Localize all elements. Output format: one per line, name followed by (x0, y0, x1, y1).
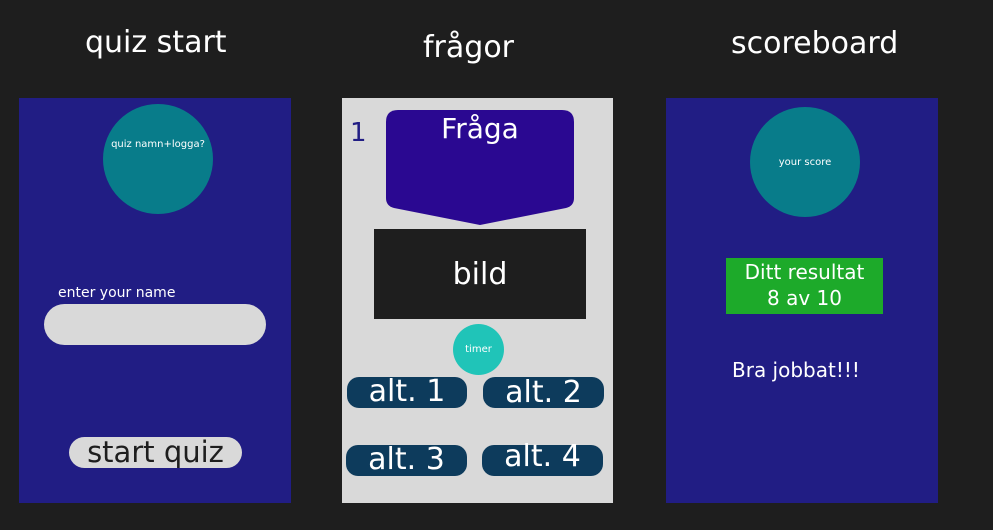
question-text: Fråga (441, 112, 519, 145)
name-input[interactable] (44, 304, 266, 345)
answer-4-button[interactable]: alt. 4 (482, 439, 603, 476)
answer-1-button[interactable]: alt. 1 (347, 377, 467, 408)
start-quiz-button[interactable]: start quiz (69, 437, 242, 468)
result-line-1: Ditt resultat (744, 260, 865, 284)
timer: timer (453, 324, 504, 375)
score-circle: your score (750, 107, 860, 217)
answer-1-label: alt. 1 (368, 374, 446, 409)
scoreboard-heading: scoreboard (731, 26, 899, 61)
questions-frame: 1 Fråga bild timer alt. 1 alt. 2 alt. 3 … (342, 98, 613, 503)
result-line-2: 8 av 10 (767, 286, 842, 310)
logo-text: quiz namn+logga? (111, 138, 205, 150)
answer-3-button[interactable]: alt. 3 (346, 445, 467, 476)
question-shape (386, 110, 574, 225)
question-number: 1 (350, 118, 367, 148)
praise-message: Bra jobbat!!! (732, 358, 860, 382)
score-circle-text: your score (778, 156, 832, 168)
quiz-start-heading: quiz start (85, 25, 227, 60)
answer-2-label: alt. 2 (505, 375, 582, 410)
logo-placeholder: quiz namn+logga? (103, 104, 213, 214)
answer-4-label: alt. 4 (504, 439, 581, 474)
image-text: bild (452, 256, 508, 292)
scoreboard-frame: your score Ditt resultat 8 av 10 Bra job… (666, 98, 938, 503)
start-quiz-label: start quiz (87, 435, 224, 469)
quiz-start-frame: quiz namn+logga? enter your name start q… (19, 98, 291, 503)
timer-text: timer (465, 344, 492, 355)
answer-3-label: alt. 3 (368, 442, 445, 477)
questions-heading: frågor (423, 30, 515, 65)
image-placeholder: bild (374, 229, 586, 319)
name-label: enter your name (58, 285, 176, 301)
result-box: Ditt resultat 8 av 10 (726, 258, 883, 314)
answer-2-button[interactable]: alt. 2 (483, 377, 604, 408)
